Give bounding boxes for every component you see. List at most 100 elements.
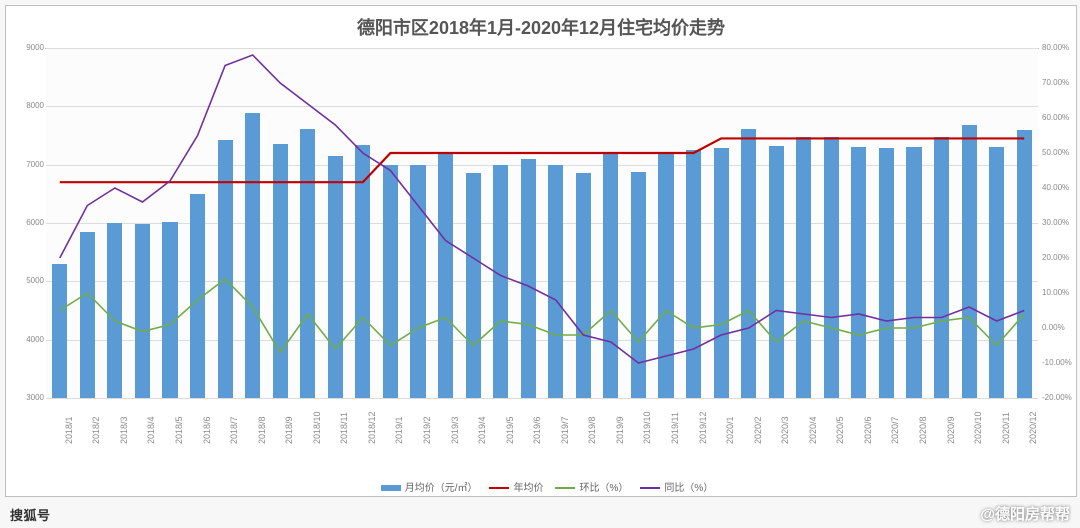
bar [686,150,701,398]
x-tick: 2019/8 [587,416,597,444]
bar [162,222,177,398]
bar [107,223,122,398]
bar [548,165,563,398]
x-tick: 2018/12 [367,411,377,444]
x-tick: 2019/9 [615,416,625,444]
x-tick: 2019/10 [642,411,652,444]
bar [796,137,811,398]
x-tick: 2019/1 [394,416,404,444]
bar [273,144,288,398]
bar [714,148,729,398]
y-right-tick: 20.00% [1042,253,1080,262]
legend-label: 年均价 [513,483,543,494]
bar [741,129,756,399]
bar [245,113,260,398]
y-left-tick: 4000 [12,335,44,344]
bar [962,125,977,398]
y-left-tick: 7000 [12,160,44,169]
y-left-tick: 6000 [12,218,44,227]
x-tick: 2020/6 [863,416,873,444]
y-right-tick: 30.00% [1042,218,1080,227]
bar [989,147,1004,398]
x-tick: 2018/11 [339,412,349,444]
bar [603,153,618,398]
bar [879,148,894,398]
x-tick: 2019/5 [505,416,515,444]
bar [493,165,508,398]
y-right-tick: -20.00% [1042,393,1080,402]
x-tick: 2020/4 [808,416,818,444]
x-tick: 2020/2 [753,416,763,444]
y-left-tick: 9000 [12,43,44,52]
y-right-tick: 50.00% [1042,148,1080,157]
x-tick: 2020/12 [1028,411,1038,444]
bar [328,156,343,398]
bar [218,140,233,398]
bar [52,264,67,398]
bar [851,147,866,398]
plot-area [46,48,1038,399]
x-tick: 2020/10 [973,411,983,444]
chart-title: 德阳市区2018年1月-2020年12月住宅均价走势 [6,14,1076,40]
bar [355,145,370,398]
x-tick: 2020/11 [1001,412,1011,444]
legend: 月均价（元/㎡） 年均价 环比（%） 同比（%） [6,479,1076,494]
x-tick: 2018/5 [174,416,184,444]
bar [1017,130,1032,398]
attribution-right: @德阳房帮帮 [980,503,1070,524]
x-tick: 2018/1 [64,416,74,444]
x-tick: 2020/9 [946,416,956,444]
bar [576,173,591,398]
x-tick: 2019/12 [698,411,708,444]
y-right-tick: 60.00% [1042,113,1080,122]
x-tick: 2019/4 [477,416,487,444]
y-right-tick: -10.00% [1042,358,1080,367]
bar [383,165,398,398]
x-tick: 2018/6 [202,416,212,444]
x-tick: 2018/4 [146,416,156,444]
chart-container: 德阳市区2018年1月-2020年12月住宅均价走势 德阳房帮帮 (dyfang… [5,5,1077,497]
y-left-tick: 8000 [12,101,44,110]
y-right-tick: 10.00% [1042,288,1080,297]
x-tick: 2019/3 [450,416,460,444]
x-tick: 2018/9 [284,416,294,444]
legend-label: 环比（%） [579,483,628,494]
legend-label: 同比（%） [664,483,713,494]
attribution-left: 搜狐号 [10,505,51,524]
x-tick: 2019/7 [560,416,570,444]
bar [521,159,536,398]
y-right-tick: 80.00% [1042,43,1080,52]
x-tick: 2020/7 [890,416,900,444]
y-right-tick: 0.00% [1042,323,1080,332]
x-tick: 2020/1 [725,416,735,444]
bar [934,137,949,398]
x-tick: 2018/2 [91,416,101,444]
x-tick: 2020/8 [918,416,928,444]
x-tick: 2019/2 [422,416,432,444]
bar [658,152,673,398]
bar [906,147,921,398]
x-tick: 2020/5 [835,416,845,444]
x-tick: 2019/6 [532,416,542,444]
bar [631,172,646,398]
y-left-tick: 3000 [12,393,44,402]
bar [300,129,315,399]
x-tick: 2018/8 [257,416,267,444]
bar [410,165,425,398]
bar [769,146,784,398]
y-left-tick: 5000 [12,276,44,285]
x-tick: 2020/3 [780,416,790,444]
bar [190,194,205,398]
x-tick: 2018/3 [119,416,129,444]
y-right-tick: 40.00% [1042,183,1080,192]
bar [466,173,481,398]
x-tick: 2018/7 [229,416,239,444]
bar [80,232,95,398]
x-tick: 2018/10 [312,411,322,444]
bar [438,153,453,398]
legend-label: 月均价（元/㎡） [405,483,478,494]
x-tick: 2019/11 [670,412,680,444]
bar [824,137,839,398]
bar [135,224,150,398]
y-right-tick: 70.00% [1042,78,1080,87]
